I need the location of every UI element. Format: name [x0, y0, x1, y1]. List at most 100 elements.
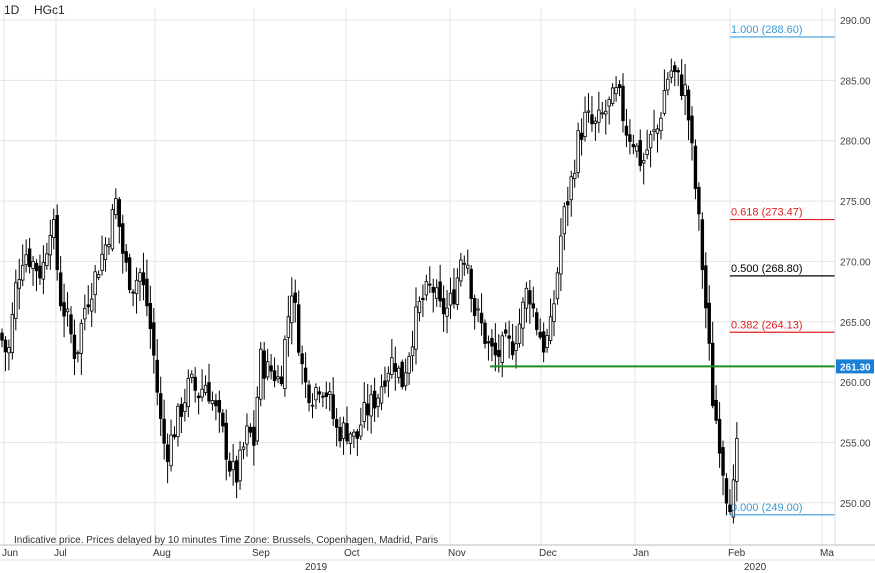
candle-body: [383, 380, 387, 387]
candlestick-series: [0, 58, 739, 524]
candle-body: [528, 290, 532, 305]
candle-body: [421, 297, 425, 301]
candle-body: [158, 393, 163, 419]
candle-body: [638, 140, 642, 167]
candle-body: [517, 323, 522, 344]
candle-body: [697, 186, 701, 215]
candle-body: [324, 392, 328, 397]
candle-body: [165, 444, 170, 462]
candle-body: [227, 460, 232, 472]
candle-body: [20, 264, 25, 281]
candle-body: [117, 199, 121, 227]
grid-lines: [0, 8, 835, 545]
candle-body: [334, 419, 339, 428]
candle-body: [524, 287, 529, 309]
candle-body: [683, 84, 687, 97]
candle-body: [497, 350, 501, 357]
candle-body: [597, 109, 601, 123]
candle-body: [628, 134, 632, 142]
candle-body: [214, 400, 218, 407]
candle-body: [679, 74, 684, 96]
candle-body: [610, 87, 615, 104]
candle-body: [635, 145, 639, 152]
fib-level-label: 0.382 (264.13): [731, 319, 803, 331]
candle-body: [655, 128, 660, 134]
y-tick-label: 285.00: [840, 76, 871, 87]
candle-body: [424, 281, 429, 296]
candle-body: [531, 303, 535, 309]
candle-body: [576, 130, 580, 173]
candle-body: [41, 261, 46, 280]
candle-body: [359, 424, 363, 437]
candle-body: [472, 298, 477, 316]
candle-body: [345, 423, 349, 442]
candle-body: [293, 292, 297, 303]
candle-body: [45, 253, 49, 267]
candle-body: [700, 219, 705, 271]
candle-body: [152, 322, 156, 356]
candle-body: [234, 460, 239, 483]
candle-body: [659, 117, 663, 132]
candle-body: [365, 403, 370, 416]
candle-body: [645, 149, 649, 156]
candle-body: [155, 359, 159, 393]
candle-body: [269, 365, 273, 372]
candle-body: [552, 303, 556, 322]
candle-body: [241, 446, 246, 450]
candle-body: [455, 277, 460, 305]
y-tick-label: 265.00: [840, 318, 871, 329]
candle-body: [379, 386, 384, 404]
candle-body: [559, 235, 563, 275]
candle-body: [393, 363, 397, 373]
candle-body: [503, 329, 508, 334]
candle-body: [303, 367, 308, 383]
candle-body: [462, 262, 466, 265]
candle-body: [341, 422, 346, 439]
candle-body: [65, 308, 70, 313]
y-tick-label: 290.00: [840, 16, 871, 27]
candle-body: [369, 394, 373, 417]
candle-body: [321, 395, 325, 398]
fibonacci-levels: 1.000 (288.60) 0.618 (273.47) 0.500 (268.8…: [730, 24, 835, 516]
candle-body: [466, 264, 470, 269]
candle-body: [704, 265, 708, 309]
candle-body: [10, 314, 15, 353]
candle-body: [48, 235, 52, 256]
fib-level-label: 0.618 (273.47): [731, 207, 803, 219]
candle-body: [352, 431, 356, 437]
candle-body: [355, 431, 360, 439]
candle-body: [669, 70, 673, 78]
candle-body: [114, 198, 118, 216]
candle-body: [469, 268, 473, 299]
candle-body: [407, 356, 411, 374]
candle-body: [252, 426, 256, 446]
candle-body: [203, 384, 208, 393]
candle-body: [248, 426, 253, 433]
candle-body: [107, 244, 111, 248]
candle-body: [593, 120, 598, 124]
interval-label: 1D: [4, 3, 20, 17]
candle-body: [38, 265, 42, 279]
candle-body: [514, 343, 518, 352]
month-label: Feb: [728, 548, 746, 559]
candle-body: [83, 308, 87, 320]
candle-body: [259, 348, 263, 400]
candle-body: [604, 110, 608, 115]
candle-body: [483, 322, 487, 344]
candle-body: [579, 132, 584, 140]
candle-body: [52, 219, 56, 238]
candle-body: [686, 89, 691, 121]
candle-body: [290, 295, 294, 324]
candle-body: [586, 110, 591, 113]
candle-body: [372, 390, 377, 409]
support-price-label: 261.30: [840, 362, 871, 373]
candle-body: [600, 112, 604, 115]
candle-body: [7, 347, 11, 354]
month-label: Dec: [539, 548, 557, 559]
candle-body: [193, 376, 197, 391]
candle-body: [666, 78, 670, 91]
candle-body: [724, 478, 729, 504]
candle-body: [486, 341, 491, 344]
candle-body: [276, 376, 280, 380]
